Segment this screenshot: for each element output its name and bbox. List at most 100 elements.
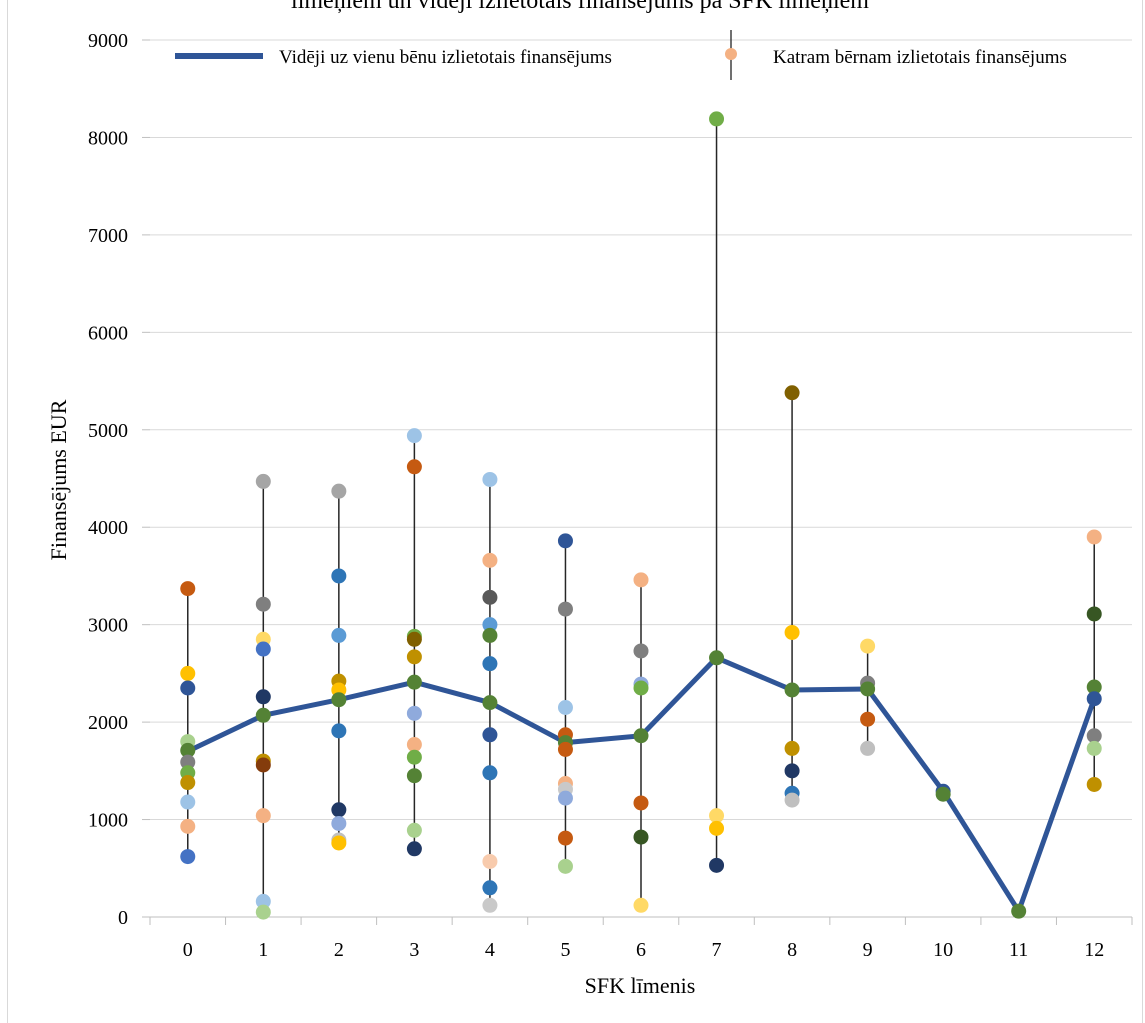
x-tick-label: 6	[636, 939, 646, 961]
data-point	[255, 707, 271, 723]
data-point	[860, 681, 876, 697]
chart-title: līmeņiem un vidēji izlietotais finansēju…	[291, 0, 869, 14]
data-point	[709, 650, 725, 666]
data-point	[482, 727, 498, 743]
data-point	[482, 853, 498, 869]
data-point	[633, 572, 649, 588]
data-point	[935, 786, 951, 802]
data-point	[860, 638, 876, 654]
data-point	[180, 742, 196, 758]
y-tick-label: 1000	[88, 810, 128, 832]
data-point	[482, 627, 498, 643]
data-point	[331, 723, 347, 739]
data-point	[709, 111, 725, 127]
y-tick-label: 7000	[88, 225, 128, 247]
data-point	[331, 568, 347, 584]
data-point	[1011, 903, 1027, 919]
data-point	[406, 737, 422, 753]
data-point	[180, 818, 196, 834]
scatter-points	[180, 111, 1102, 920]
x-tick-label: 5	[560, 939, 570, 961]
data-point	[331, 815, 347, 831]
chart-border	[7, 0, 1143, 1023]
data-point	[255, 641, 271, 657]
data-point	[557, 741, 573, 757]
x-tick-label: 2	[334, 939, 344, 961]
data-point	[633, 643, 649, 659]
x-tick-label: 11	[1009, 939, 1028, 961]
data-point	[406, 841, 422, 857]
data-point	[709, 820, 725, 836]
y-axis-label: Finansējums EUR	[46, 399, 71, 560]
gridlines	[142, 39, 1132, 918]
y-tick-label: 5000	[88, 420, 128, 442]
data-point	[331, 802, 347, 818]
data-point	[784, 792, 800, 808]
data-point	[633, 897, 649, 913]
x-tick-label: 0	[183, 939, 193, 961]
data-point	[1086, 679, 1102, 695]
data-point	[406, 822, 422, 838]
data-point	[482, 617, 498, 633]
legend-label-average: Vidēji uz vienu bēnu izlietotais finansē…	[279, 47, 612, 68]
data-point	[255, 473, 271, 489]
data-point	[180, 665, 196, 681]
data-point	[1086, 728, 1102, 744]
data-point	[784, 682, 800, 698]
data-point	[1086, 529, 1102, 545]
data-point	[255, 808, 271, 824]
x-tick-label: 4	[485, 939, 495, 961]
data-point	[709, 857, 725, 873]
y-tick-label: 2000	[88, 712, 128, 734]
data-point	[1086, 606, 1102, 622]
data-point	[255, 689, 271, 705]
legend: Vidēji uz vienu bēnu izlietotais finansē…	[175, 30, 1067, 80]
data-point	[633, 728, 649, 744]
data-point	[180, 849, 196, 865]
data-point	[784, 740, 800, 756]
data-point	[180, 794, 196, 810]
x-tick-label: 7	[712, 939, 722, 961]
data-point	[1086, 776, 1102, 792]
x-tick-label: 1	[258, 939, 268, 961]
data-point	[331, 835, 347, 851]
data-point	[784, 624, 800, 640]
data-point	[331, 692, 347, 708]
data-point	[557, 699, 573, 715]
x-axis-label: SFK līmenis	[585, 973, 696, 998]
data-point	[406, 428, 422, 444]
data-point	[1086, 740, 1102, 756]
data-point	[255, 893, 271, 909]
data-point	[255, 596, 271, 612]
data-point	[331, 627, 347, 643]
data-point	[557, 790, 573, 806]
data-point	[557, 858, 573, 874]
data-point	[331, 483, 347, 499]
x-tick-label: 3	[409, 939, 419, 961]
data-point	[633, 829, 649, 845]
data-point	[482, 880, 498, 896]
legend-label-children: Katram bērnam izlietotais finansējums	[773, 47, 1067, 68]
y-tick-label: 6000	[88, 322, 128, 344]
data-point	[406, 674, 422, 690]
x-tick-label: 10	[933, 939, 953, 961]
y-tick-label: 3000	[88, 615, 128, 637]
legend-point-swatch	[725, 48, 737, 60]
data-point	[482, 471, 498, 487]
data-point	[482, 656, 498, 672]
data-point	[406, 631, 422, 647]
y-axis-ticks: 0 1000 2000 3000 4000 5000 6000 7000 8000 9000	[88, 30, 128, 929]
x-tick-label: 8	[787, 939, 797, 961]
data-point	[784, 385, 800, 401]
y-tick-label: 9000	[88, 30, 128, 52]
data-point	[255, 904, 271, 920]
chart-frame	[7, 0, 1143, 1023]
data-point	[784, 763, 800, 779]
data-point	[482, 897, 498, 913]
data-point	[482, 552, 498, 568]
x-tick-label: 12	[1084, 939, 1104, 961]
data-point	[633, 680, 649, 696]
data-point	[482, 695, 498, 711]
data-point	[482, 765, 498, 781]
